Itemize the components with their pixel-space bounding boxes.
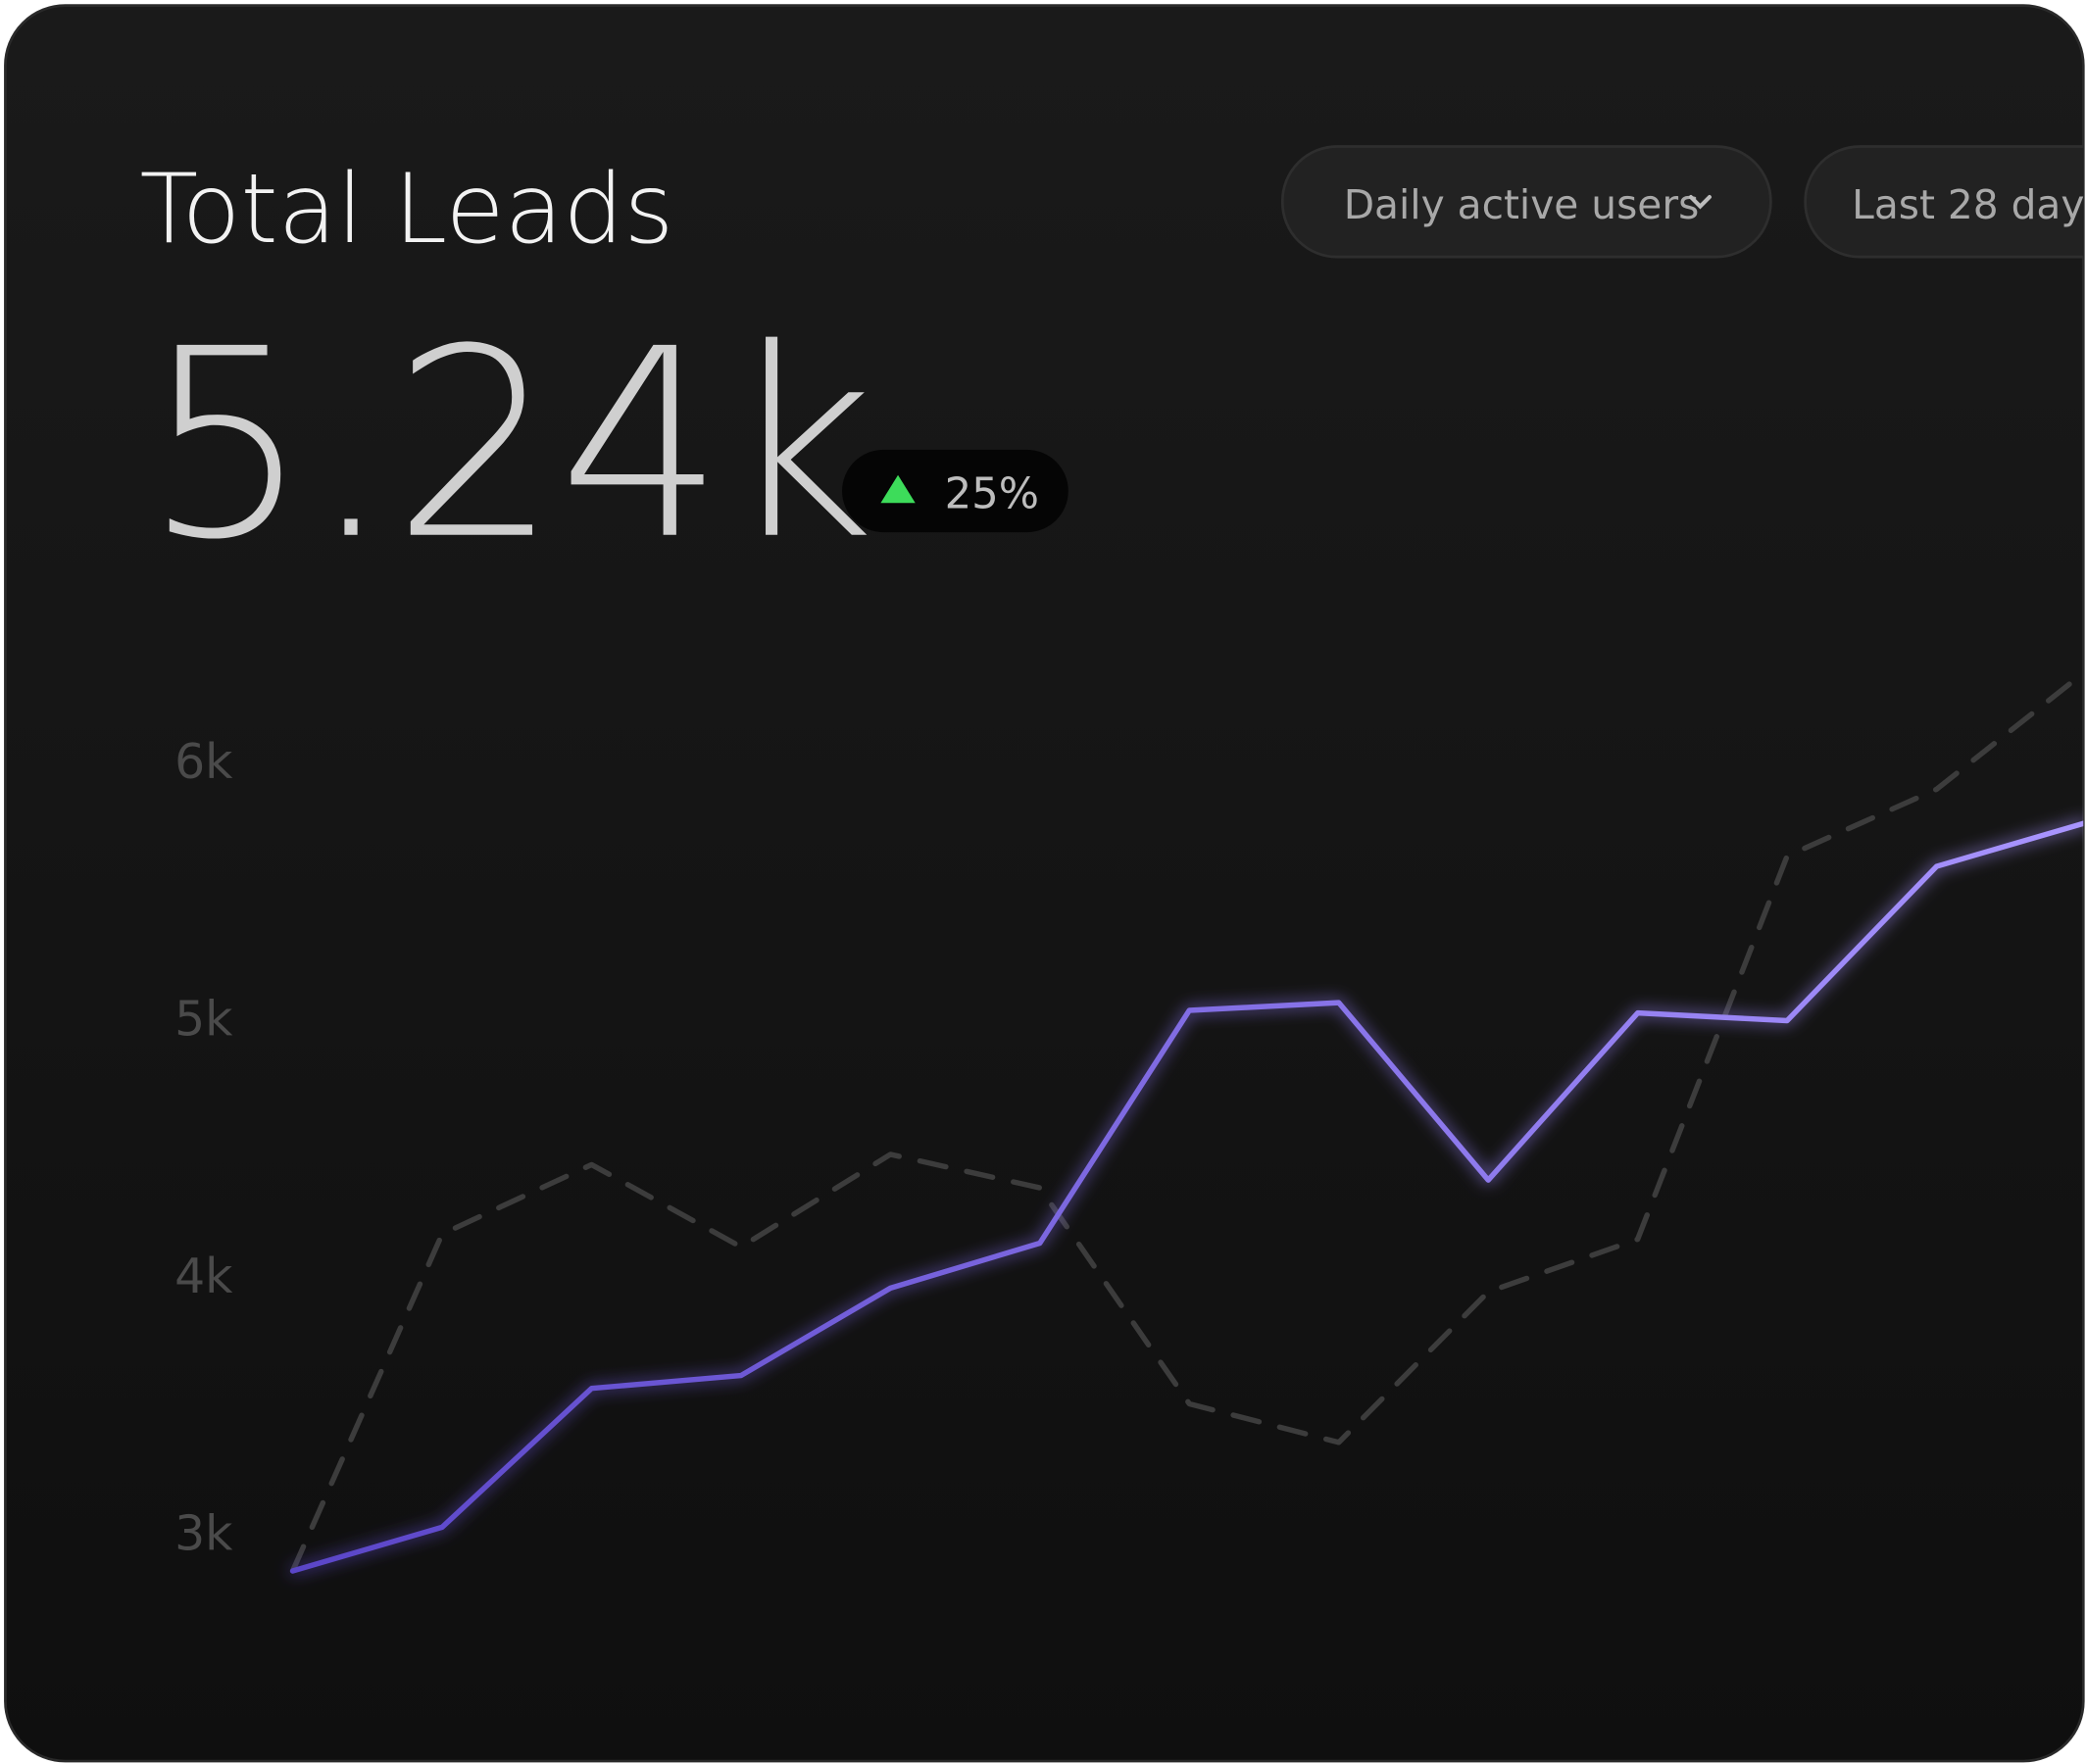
y-tick-label: 4k [174,1249,233,1304]
comparison-line [289,667,2084,1574]
primary-line [289,819,2084,1574]
up-arrow [880,474,916,504]
y-tick-label: 5k [174,992,233,1048]
y-tick-label: 6k [174,734,233,790]
range-dropdown[interactable] [1804,145,2086,259]
metric-dropdown[interactable] [1280,145,1772,259]
big-number: 5.24k [144,293,875,597]
change-text: 25% [945,470,1039,519]
metric-label: Daily active users [1344,181,1700,228]
card-content: Total Leads 5.24k 25% Daily active users… [140,145,2086,1574]
title: Total Leads [140,154,674,266]
y-tick-label: 3k [174,1505,233,1561]
range-label: Last 28 days [1852,181,2086,228]
card-background [4,4,2085,1763]
chevron [1688,195,1712,210]
change-badge [842,449,1068,533]
